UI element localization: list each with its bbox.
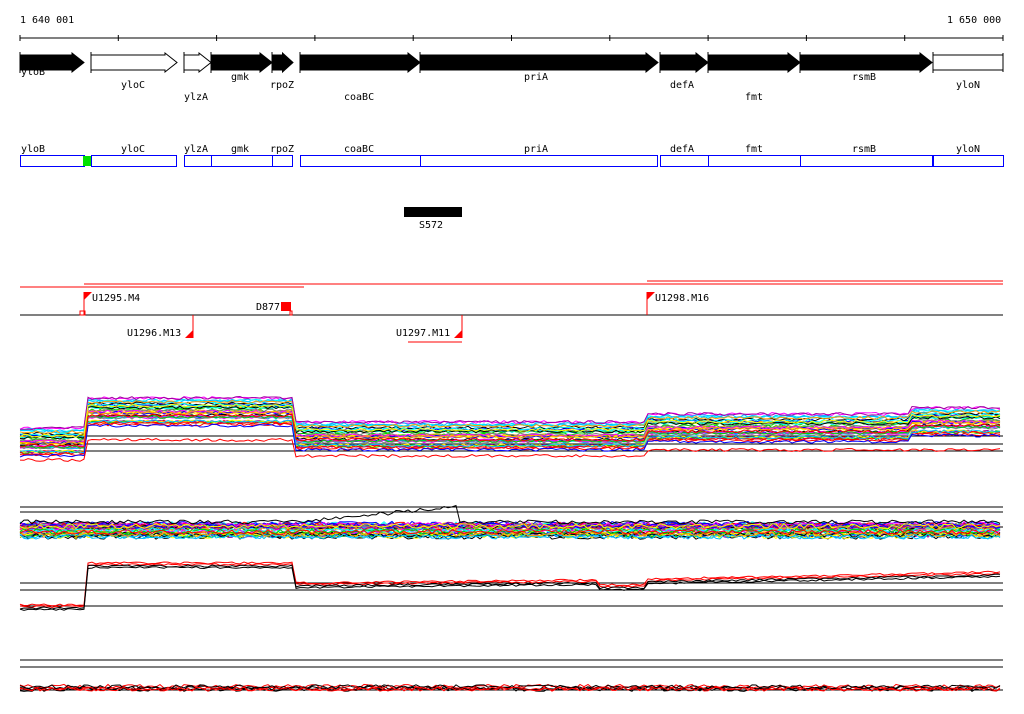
gene-box-label: ylzA [184, 144, 208, 155]
signal-line [19, 563, 1001, 608]
gene-label: yloC [121, 80, 145, 91]
gene-box-label: yloN [956, 144, 980, 155]
gene-label: rpoZ [270, 80, 294, 91]
gene-rpoZ[interactable]: rpoZ [270, 51, 294, 91]
signal-line [19, 410, 1001, 445]
gene-priA[interactable]: priA [419, 51, 659, 83]
gene-label: yloB [21, 67, 45, 78]
gene-box-ylzA[interactable]: ylzA [184, 144, 212, 167]
gene-label: coaBC [344, 92, 374, 103]
signal-line [19, 414, 1001, 449]
gene-box-rpoZ[interactable]: rpoZ [270, 144, 294, 167]
gene-ylzA[interactable]: ylzA [183, 51, 212, 103]
gene-box-priA[interactable]: priA [420, 144, 658, 167]
signal-line [19, 566, 1001, 611]
signal-line [19, 564, 1001, 610]
gene-box-yloN[interactable]: yloN [933, 144, 1004, 167]
gene-label: priA [524, 72, 548, 83]
gene-defA[interactable]: defA [659, 51, 709, 91]
marker-u1298-m16[interactable]: U1298.M16 [646, 292, 709, 315]
signal-line [19, 533, 1001, 540]
gene-box-label: fmt [745, 144, 763, 155]
marker-label: D877 [256, 302, 280, 313]
gene-label: yloN [956, 80, 980, 91]
signal-line [19, 686, 1001, 692]
gene-box-rsmB[interactable]: rsmB [800, 144, 933, 167]
marker-u1297-m11[interactable]: U1297.M11 [396, 315, 463, 339]
marker-label: U1298.M16 [655, 293, 709, 304]
marker-u1296-m13[interactable]: U1296.M13 [127, 315, 194, 339]
feature-s572[interactable]: S572 [404, 207, 462, 231]
marker-u1295-m4[interactable]: U1295.M4 [79, 292, 140, 316]
gene-yloB[interactable]: yloB [19, 51, 85, 78]
signal-line [19, 396, 1001, 431]
gene-box-label: gmk [231, 144, 249, 155]
gene-box-coaBC[interactable]: coaBC [300, 144, 421, 167]
signal-line [19, 423, 1001, 458]
gene-box-label: coaBC [344, 144, 374, 155]
signal-line [19, 419, 1001, 454]
gene-track: yloB yloC ylzA gmk rpoZ coaBC priA defA fmt rsmB y… [19, 51, 1004, 103]
highlight-region [83, 156, 91, 166]
gene-box-gmk[interactable]: gmk [211, 144, 273, 167]
gene-box-track: yloB yloC ylzA gmk rpoZ coaBC priA defA fmt rsmB y… [20, 144, 1004, 167]
marker-d877[interactable]: D877 [256, 302, 293, 316]
gene-coaBC[interactable]: coaBC [299, 51, 421, 103]
ruler-start-label: 1 640 001 [20, 15, 74, 26]
gene-box-yloB[interactable]: yloB [20, 144, 85, 167]
gene-label: fmt [745, 92, 763, 103]
gene-box-yloC[interactable]: yloC [91, 144, 177, 167]
signal-line [19, 403, 1001, 438]
gene-label: gmk [231, 72, 249, 83]
signal-tracks [19, 396, 1003, 692]
gene-fmt[interactable]: fmt [707, 51, 801, 103]
gene-label: defA [670, 80, 694, 91]
gene-box-label: rsmB [852, 144, 876, 155]
signal-line [19, 399, 1001, 434]
gene-yloN[interactable]: yloN [932, 52, 1004, 91]
signal-line [19, 522, 1001, 530]
gene-yloC[interactable]: yloC [90, 51, 178, 91]
signal-line [19, 413, 1001, 448]
gene-box-label: yloB [21, 144, 45, 155]
signal-line [19, 561, 1001, 607]
gene-rsmB[interactable]: rsmB [799, 51, 933, 83]
gene-box-label: defA [670, 144, 694, 155]
marker-label: U1295.M4 [92, 293, 140, 304]
gene-label: rsmB [852, 72, 876, 83]
gene-gmk[interactable]: gmk [210, 51, 273, 83]
signal-line [19, 421, 1001, 455]
signal-line [19, 405, 1001, 440]
signal-line-red [19, 437, 1001, 462]
gene-box-label: yloC [121, 144, 145, 155]
gene-box-label: priA [524, 144, 548, 155]
signal-line-black [19, 504, 1001, 525]
ruler [19, 35, 1004, 41]
gene-label: ylzA [184, 92, 208, 103]
marker-label: U1296.M13 [127, 328, 181, 339]
marker-label: U1297.M11 [396, 328, 450, 339]
feature-label: S572 [419, 220, 443, 231]
marker-track: U1295.M4 D877 U1296.M13 U1297.M11 U1298.… [20, 280, 1003, 343]
ruler-end-label: 1 650 000 [947, 15, 1001, 26]
gene-box-label: rpoZ [270, 144, 294, 155]
signal-line [19, 684, 1001, 690]
gene-box-fmt[interactable]: fmt [708, 144, 801, 167]
gene-box-defA[interactable]: defA [660, 144, 709, 167]
signal-line [19, 528, 1001, 536]
